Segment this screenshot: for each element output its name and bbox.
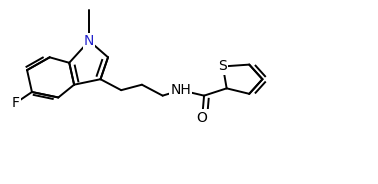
Text: NH: NH xyxy=(170,83,191,97)
Text: O: O xyxy=(197,111,208,125)
Text: F: F xyxy=(12,96,20,110)
Text: N: N xyxy=(84,34,94,48)
Text: S: S xyxy=(218,59,227,73)
